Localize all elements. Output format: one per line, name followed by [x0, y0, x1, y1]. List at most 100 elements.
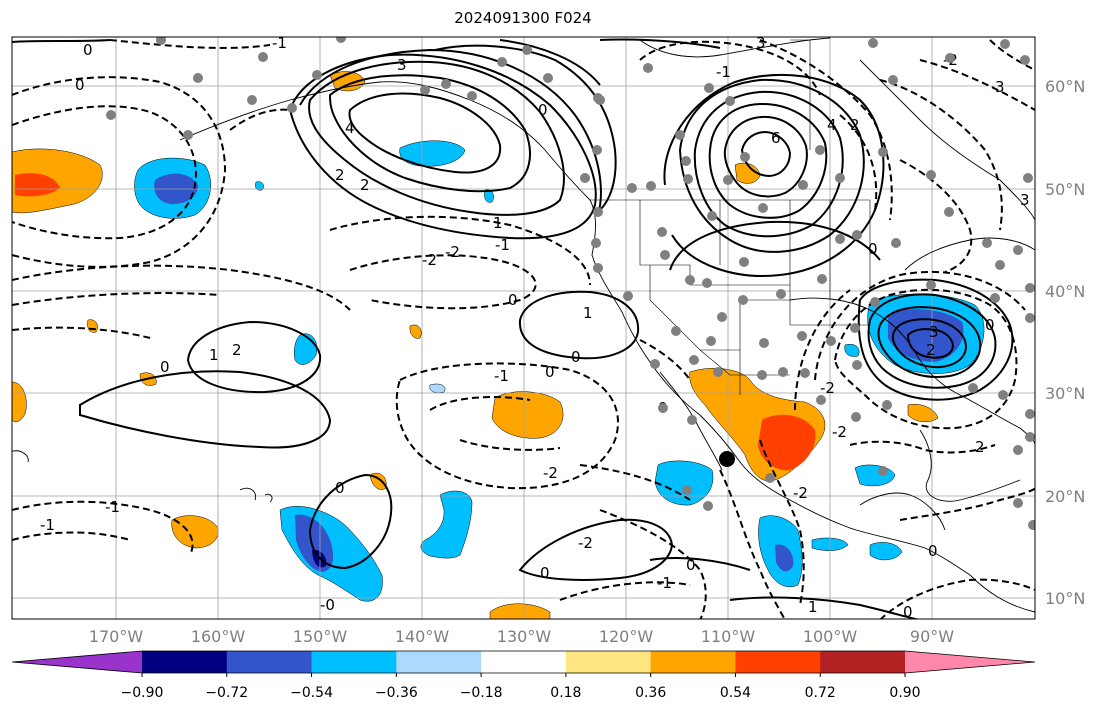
shaded-region-negative: [420, 490, 473, 559]
contour-label: -2: [445, 243, 460, 261]
contour-label: -2: [543, 464, 558, 482]
contour-label: 2: [926, 341, 936, 359]
colorbar-extend-high: [905, 651, 1035, 673]
colorbar-segment: [481, 651, 567, 673]
colorbar-segment: [142, 651, 228, 673]
shaded-region-strong-negative: [775, 544, 794, 572]
contour-label: 0: [83, 41, 93, 59]
lon-label: 170°W: [89, 627, 144, 646]
contour-label: 2: [335, 166, 345, 184]
contour-label: 3: [995, 78, 1005, 96]
contour-label: 0: [903, 603, 913, 621]
lon-label: 150°W: [293, 627, 348, 646]
contour-label: -2: [820, 379, 835, 397]
shaded-region-positive: [409, 324, 422, 339]
lon-label: 120°W: [599, 627, 654, 646]
contour-label: -1: [40, 516, 55, 534]
map-title: 2024091300 F024: [454, 9, 592, 27]
colorbar-tick-label: −0.90: [121, 685, 164, 701]
state-borders: [590, 39, 871, 395]
contour-label: -1: [495, 236, 510, 254]
contour-label: -2: [832, 423, 847, 441]
coastlines: [12, 37, 1035, 613]
storm-center-marker: [719, 451, 735, 467]
lat-label: 10°N: [1045, 589, 1085, 608]
contour-label: 1: [493, 214, 503, 232]
lon-label: 110°W: [701, 627, 756, 646]
contour-label: 0: [928, 542, 938, 560]
contour-label: -0: [320, 596, 335, 614]
lat-label: 20°N: [1045, 487, 1085, 506]
contour-label: 2: [360, 176, 370, 194]
colorbar-segment: [396, 651, 482, 673]
shaded-region-negative: [654, 460, 714, 506]
contour-label: 1: [583, 304, 593, 322]
contour-label: 1: [808, 598, 818, 616]
colorbar-segment: [735, 651, 821, 673]
lat-label: 30°N: [1045, 384, 1085, 403]
contour-label: -1: [657, 574, 672, 592]
map-frame: [11, 36, 1036, 620]
contour-label: 0: [335, 479, 345, 497]
contour-label: 0: [985, 316, 995, 334]
contour-label: 0: [868, 240, 878, 258]
contour-label: -2: [793, 484, 808, 502]
contour-label: 3: [397, 56, 407, 74]
contour-label: 2: [850, 116, 860, 134]
shaded-region-positive: [489, 603, 551, 619]
contour-label: 2: [232, 341, 242, 359]
shaded-region-strong-positive: [758, 414, 816, 471]
contour-label: 0: [538, 101, 548, 119]
contour-label: 0: [545, 363, 555, 381]
lat-label: 40°N: [1045, 282, 1085, 301]
contour-label: -2: [578, 534, 593, 552]
lon-label: 160°W: [191, 627, 246, 646]
lon-label: 100°W: [803, 627, 858, 646]
shaded-region-negative: [429, 383, 446, 393]
shaded-region-negative: [844, 344, 860, 357]
lon-label: 90°W: [910, 627, 954, 646]
colorbar: −0.90 −0.72 −0.54 −0.36 −0.18 0.18 0.36 0.54 0.7…: [11, 650, 1036, 701]
lon-label: 140°W: [395, 627, 450, 646]
colorbar-tick-label: −0.36: [375, 685, 418, 701]
shaded-region-positive: [171, 515, 219, 549]
colorbar-segment: [226, 651, 313, 673]
shaded-region-negative: [869, 542, 903, 561]
colorbar-extend-low: [12, 651, 142, 673]
contour-label: 3: [929, 323, 939, 341]
contour-label: 4: [345, 119, 355, 137]
contour-label: 3: [1020, 191, 1030, 209]
shaded-region-positive: [491, 391, 564, 439]
station-dots: [106, 37, 1035, 530]
contour-label: 1: [209, 346, 219, 364]
contour-label: 0: [160, 358, 170, 376]
contour-label: 2: [975, 438, 985, 456]
shaded-region-positive: [12, 381, 27, 423]
shaded-region-strong-positive: [15, 173, 60, 197]
shaded-region-negative: [255, 181, 264, 191]
colorbar-tick-label: 0.90: [889, 685, 920, 701]
lat-label: 50°N: [1045, 180, 1085, 199]
contour-label: -1: [105, 498, 120, 516]
solid-contours: [12, 38, 1014, 619]
colorbar-tick-label: −0.72: [205, 685, 248, 701]
dashed-contours: [12, 39, 1035, 619]
latitude-labels: 60°N 50°N 40°N 30°N 20°N 10°N: [1045, 77, 1085, 608]
contour-label: -1: [494, 367, 509, 385]
colorbar-tick-label: −0.18: [460, 685, 503, 701]
shaded-region-positive: [907, 404, 939, 423]
lat-label: 60°N: [1045, 77, 1085, 96]
colorbar-segment: [650, 651, 736, 673]
colorbar-tick-label: 0.36: [635, 685, 666, 701]
colorbar-segment: [820, 651, 906, 673]
contour-label: 3: [756, 34, 766, 52]
contour-label: -1: [272, 34, 287, 52]
colorbar-tick-label: 0.72: [805, 685, 836, 701]
colorbar-tick-label: 0.54: [720, 685, 751, 701]
shaded-region-positive: [12, 148, 103, 214]
colorbar-tick-label: −0.54: [290, 685, 333, 701]
contour-label: -2: [422, 251, 437, 269]
contour-label: 0: [75, 76, 85, 94]
lon-label: 130°W: [497, 627, 552, 646]
